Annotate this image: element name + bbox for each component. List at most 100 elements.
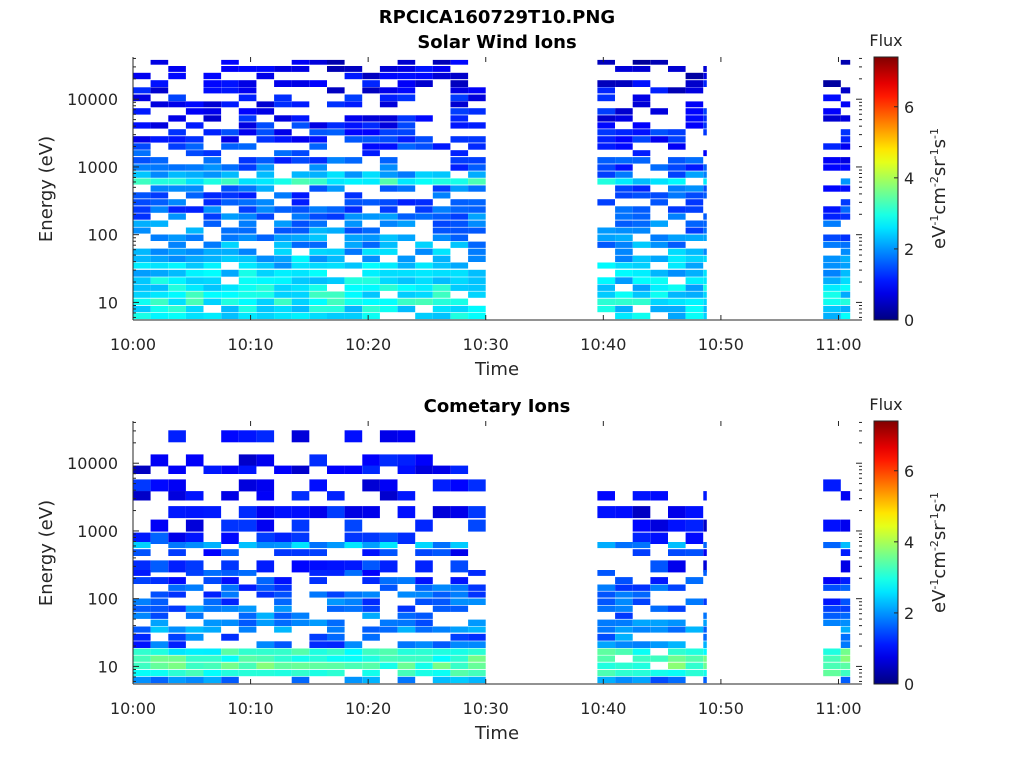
heatmap-cell — [379, 648, 398, 655]
heatmap-cell — [840, 560, 851, 573]
heatmap-cell — [650, 577, 668, 584]
heatmap-cell — [168, 479, 186, 492]
heatmap-cell — [274, 506, 292, 519]
heatmap-cell — [685, 192, 704, 199]
heatmap-cell — [840, 305, 851, 313]
heatmap-cell — [150, 655, 169, 662]
heatmap-cell — [168, 185, 186, 192]
heatmap-cell — [703, 641, 707, 648]
heatmap-cell — [221, 66, 239, 72]
heatmap-cell — [823, 213, 841, 220]
heatmap-cell — [450, 150, 469, 157]
heatmap-cell — [309, 262, 327, 269]
heatmap-cell — [256, 542, 275, 549]
heatmap-cell — [185, 108, 204, 115]
heatmap-cell — [327, 662, 345, 669]
heatmap-cell — [274, 178, 292, 185]
cometary-ions-panel: Cometary Ions Time Energy (eV) Flux 10:0… — [36, 395, 950, 744]
heatmap-cell — [291, 192, 310, 199]
heatmap-cell — [291, 491, 310, 501]
heatmap-cell — [362, 213, 380, 220]
heatmap-cell — [291, 612, 310, 619]
heatmap-cell — [362, 605, 380, 612]
heatmap-cell — [397, 648, 416, 655]
heatmap-cell — [238, 157, 257, 164]
heatmap-cell — [397, 291, 416, 298]
heatmap-cell — [168, 94, 186, 102]
heatmap-cell — [291, 80, 310, 87]
heatmap-cell — [615, 171, 633, 178]
x-tick-label: 11:00 — [815, 699, 861, 718]
heatmap-cell — [450, 648, 469, 655]
heatmap-cell — [256, 101, 275, 108]
heatmap-cell — [238, 206, 257, 213]
heatmap-cell — [133, 626, 151, 633]
heatmap-cell — [650, 560, 668, 573]
heatmap-cell — [615, 669, 633, 677]
heatmap-cell — [650, 626, 668, 633]
heatmap-cell — [291, 178, 310, 185]
heatmap-cell — [168, 255, 186, 262]
heatmap-cell — [468, 662, 486, 669]
heatmap-cell — [185, 305, 204, 313]
heatmap-cell — [597, 59, 615, 65]
heatmap-cell — [362, 87, 380, 94]
heatmap-cell — [432, 234, 451, 241]
heatmap-cell — [309, 633, 327, 641]
heatmap-cell — [344, 676, 363, 684]
heatmap-cell — [256, 454, 275, 467]
heatmap-cell — [668, 648, 686, 655]
heatmap-cell — [238, 213, 257, 220]
heatmap-cell — [668, 185, 686, 192]
heatmap-cell — [203, 206, 222, 213]
heatmap-cell — [823, 619, 841, 626]
heatmap-cell — [703, 648, 707, 655]
heatmap-cell — [615, 129, 633, 136]
heatmap-cell — [597, 80, 615, 87]
heatmap-cell — [450, 227, 469, 234]
heatmap-cell — [274, 129, 292, 136]
heatmap-cell — [344, 598, 363, 605]
solar-wind-axes: 10:00 10:10 10:20 10:30 10:40 10:50 11:00 10 100… — [67, 57, 862, 354]
heatmap-cell — [150, 80, 169, 87]
heatmap-cell — [168, 143, 186, 150]
heatmap-cell — [203, 115, 222, 122]
heatmap-cell — [432, 206, 451, 213]
heatmap-cell — [291, 305, 310, 313]
heatmap-cell — [397, 669, 416, 677]
heatmap-cell — [133, 648, 151, 655]
heatmap-cell — [150, 312, 169, 320]
heatmap-cell — [291, 298, 310, 305]
heatmap-cell — [274, 115, 292, 122]
heatmap-cell — [468, 669, 486, 677]
heatmap-cell — [133, 479, 151, 492]
heatmap-cell — [291, 115, 310, 122]
heatmap-cell — [185, 648, 204, 655]
heatmap-cell — [238, 234, 257, 241]
heatmap-cell — [823, 298, 841, 305]
heatmap-cell — [379, 213, 398, 220]
heatmap-cell — [450, 465, 469, 474]
heatmap-cell — [221, 591, 239, 598]
heatmap-cell — [168, 206, 186, 213]
heatmap-cell — [668, 584, 686, 591]
heatmap-cell — [432, 72, 451, 80]
heatmap-cell — [238, 312, 257, 320]
heatmap-cell — [379, 655, 398, 662]
heatmap-cell — [221, 491, 239, 501]
heatmap-cell — [597, 94, 615, 102]
heatmap-cell — [823, 157, 841, 164]
heatmap-cell — [650, 192, 668, 199]
x-tick-label: 10:50 — [698, 699, 744, 718]
heatmap-cell — [256, 662, 275, 669]
heatmap-cell — [379, 284, 398, 291]
heatmap-cell — [468, 591, 486, 598]
heatmap-cell — [632, 291, 651, 298]
heatmap-cell — [344, 277, 363, 284]
heatmap-cell — [168, 241, 186, 248]
heatmap-cell — [703, 655, 707, 662]
heatmap-cell — [685, 284, 704, 291]
heatmap-cell — [840, 619, 851, 626]
heatmap-cell — [256, 641, 275, 648]
heatmap-cell — [468, 648, 486, 655]
